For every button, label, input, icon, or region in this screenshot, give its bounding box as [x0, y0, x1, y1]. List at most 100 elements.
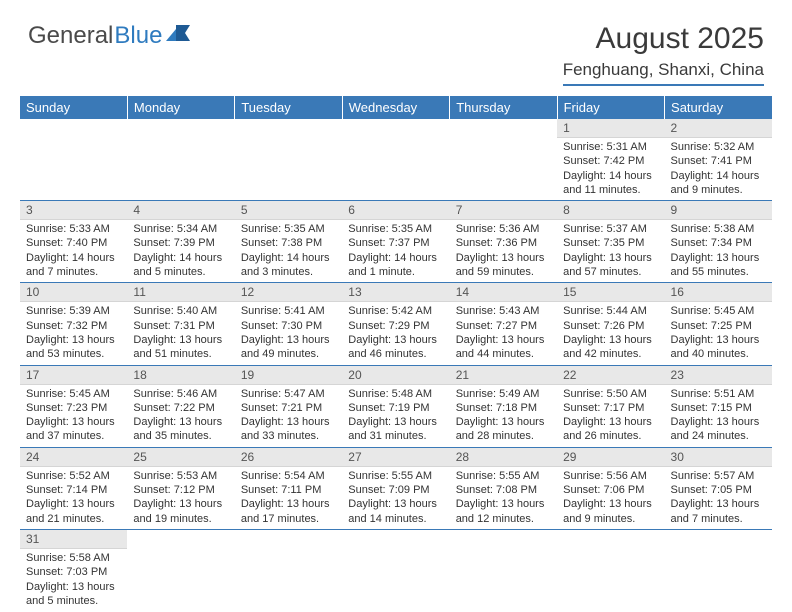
daylight-text: Daylight: 13 hours and 9 minutes.: [563, 497, 658, 526]
sunset-text: Sunset: 7:19 PM: [348, 401, 443, 415]
day-number: 23: [665, 366, 772, 385]
day-number: 1: [557, 119, 664, 138]
day-number: 22: [557, 366, 664, 385]
day-details: Sunrise: 5:34 AMSunset: 7:39 PMDaylight:…: [127, 220, 234, 282]
day-cell: 19Sunrise: 5:47 AMSunset: 7:21 PMDayligh…: [235, 365, 342, 447]
daylight-text: Daylight: 13 hours and 44 minutes.: [456, 333, 551, 362]
day-details: Sunrise: 5:55 AMSunset: 7:09 PMDaylight:…: [342, 467, 449, 529]
daylight-text: Daylight: 13 hours and 55 minutes.: [671, 251, 766, 280]
daylight-text: Daylight: 14 hours and 5 minutes.: [133, 251, 228, 280]
sunrise-text: Sunrise: 5:39 AM: [26, 304, 121, 318]
sunrise-text: Sunrise: 5:58 AM: [26, 551, 121, 565]
day-details: Sunrise: 5:35 AMSunset: 7:38 PMDaylight:…: [235, 220, 342, 282]
day-details: Sunrise: 5:42 AMSunset: 7:29 PMDaylight:…: [342, 302, 449, 364]
sunset-text: Sunset: 7:34 PM: [671, 236, 766, 250]
daylight-text: Daylight: 14 hours and 3 minutes.: [241, 251, 336, 280]
sunrise-text: Sunrise: 5:35 AM: [348, 222, 443, 236]
sunset-text: Sunset: 7:39 PM: [133, 236, 228, 250]
day-details: Sunrise: 5:57 AMSunset: 7:05 PMDaylight:…: [665, 467, 772, 529]
day-number: 3: [20, 201, 127, 220]
sunrise-text: Sunrise: 5:44 AM: [563, 304, 658, 318]
sunset-text: Sunset: 7:05 PM: [671, 483, 766, 497]
sunset-text: Sunset: 7:36 PM: [456, 236, 551, 250]
day-cell: 29Sunrise: 5:56 AMSunset: 7:06 PMDayligh…: [557, 447, 664, 529]
sunset-text: Sunset: 7:12 PM: [133, 483, 228, 497]
sunset-text: Sunset: 7:15 PM: [671, 401, 766, 415]
sunset-text: Sunset: 7:03 PM: [26, 565, 121, 579]
day-details: Sunrise: 5:40 AMSunset: 7:31 PMDaylight:…: [127, 302, 234, 364]
day-cell: 7Sunrise: 5:36 AMSunset: 7:36 PMDaylight…: [450, 201, 557, 283]
daylight-text: Daylight: 14 hours and 1 minute.: [348, 251, 443, 280]
day-details: Sunrise: 5:54 AMSunset: 7:11 PMDaylight:…: [235, 467, 342, 529]
day-cell: 20Sunrise: 5:48 AMSunset: 7:19 PMDayligh…: [342, 365, 449, 447]
sunrise-text: Sunrise: 5:55 AM: [348, 469, 443, 483]
week-row: 1Sunrise: 5:31 AMSunset: 7:42 PMDaylight…: [20, 119, 772, 201]
title-block: August 2025 Fenghuang, Shanxi, China: [563, 22, 764, 86]
day-number: 19: [235, 366, 342, 385]
sunrise-text: Sunrise: 5:57 AM: [671, 469, 766, 483]
sunrise-text: Sunrise: 5:48 AM: [348, 387, 443, 401]
daylight-text: Daylight: 13 hours and 37 minutes.: [26, 415, 121, 444]
day-cell: 28Sunrise: 5:55 AMSunset: 7:08 PMDayligh…: [450, 447, 557, 529]
sunset-text: Sunset: 7:22 PM: [133, 401, 228, 415]
sunset-text: Sunset: 7:18 PM: [456, 401, 551, 415]
day-details: Sunrise: 5:53 AMSunset: 7:12 PMDaylight:…: [127, 467, 234, 529]
daylight-text: Daylight: 14 hours and 7 minutes.: [26, 251, 121, 280]
daylight-text: Daylight: 13 hours and 7 minutes.: [671, 497, 766, 526]
day-number: 7: [450, 201, 557, 220]
day-details: Sunrise: 5:50 AMSunset: 7:17 PMDaylight:…: [557, 385, 664, 447]
daylight-text: Daylight: 13 hours and 51 minutes.: [133, 333, 228, 362]
daylight-text: Daylight: 13 hours and 12 minutes.: [456, 497, 551, 526]
day-header: Sunday: [20, 96, 127, 119]
day-cell: 31Sunrise: 5:58 AMSunset: 7:03 PMDayligh…: [20, 529, 127, 611]
day-header: Tuesday: [235, 96, 342, 119]
day-cell: 1Sunrise: 5:31 AMSunset: 7:42 PMDaylight…: [557, 119, 664, 201]
day-number: 8: [557, 201, 664, 220]
sunset-text: Sunset: 7:14 PM: [26, 483, 121, 497]
day-cell: 25Sunrise: 5:53 AMSunset: 7:12 PMDayligh…: [127, 447, 234, 529]
day-cell: 24Sunrise: 5:52 AMSunset: 7:14 PMDayligh…: [20, 447, 127, 529]
sunset-text: Sunset: 7:09 PM: [348, 483, 443, 497]
day-number: 15: [557, 283, 664, 302]
day-details: Sunrise: 5:47 AMSunset: 7:21 PMDaylight:…: [235, 385, 342, 447]
sunset-text: Sunset: 7:29 PM: [348, 319, 443, 333]
logo-text-general: General: [28, 22, 113, 50]
logo: General Blue: [28, 22, 194, 50]
day-cell: 13Sunrise: 5:42 AMSunset: 7:29 PMDayligh…: [342, 283, 449, 365]
daylight-text: Daylight: 13 hours and 31 minutes.: [348, 415, 443, 444]
sunset-text: Sunset: 7:30 PM: [241, 319, 336, 333]
day-cell: 23Sunrise: 5:51 AMSunset: 7:15 PMDayligh…: [665, 365, 772, 447]
day-cell: [342, 529, 449, 611]
sunset-text: Sunset: 7:37 PM: [348, 236, 443, 250]
day-cell: 9Sunrise: 5:38 AMSunset: 7:34 PMDaylight…: [665, 201, 772, 283]
day-number: 13: [342, 283, 449, 302]
day-details: Sunrise: 5:49 AMSunset: 7:18 PMDaylight:…: [450, 385, 557, 447]
sunset-text: Sunset: 7:40 PM: [26, 236, 121, 250]
sunrise-text: Sunrise: 5:32 AM: [671, 140, 766, 154]
day-cell: 26Sunrise: 5:54 AMSunset: 7:11 PMDayligh…: [235, 447, 342, 529]
day-number: 29: [557, 448, 664, 467]
day-cell: [342, 119, 449, 201]
day-number: 4: [127, 201, 234, 220]
sunset-text: Sunset: 7:23 PM: [26, 401, 121, 415]
week-row: 17Sunrise: 5:45 AMSunset: 7:23 PMDayligh…: [20, 365, 772, 447]
day-cell: [235, 119, 342, 201]
day-number: 17: [20, 366, 127, 385]
sunrise-text: Sunrise: 5:43 AM: [456, 304, 551, 318]
sunrise-text: Sunrise: 5:47 AM: [241, 387, 336, 401]
day-header: Friday: [557, 96, 664, 119]
sunset-text: Sunset: 7:11 PM: [241, 483, 336, 497]
day-number: 21: [450, 366, 557, 385]
week-row: 24Sunrise: 5:52 AMSunset: 7:14 PMDayligh…: [20, 447, 772, 529]
daylight-text: Daylight: 13 hours and 49 minutes.: [241, 333, 336, 362]
day-cell: 15Sunrise: 5:44 AMSunset: 7:26 PMDayligh…: [557, 283, 664, 365]
daylight-text: Daylight: 13 hours and 40 minutes.: [671, 333, 766, 362]
calendar-table: SundayMondayTuesdayWednesdayThursdayFrid…: [20, 96, 772, 611]
day-cell: [665, 529, 772, 611]
sunrise-text: Sunrise: 5:54 AM: [241, 469, 336, 483]
day-cell: 11Sunrise: 5:40 AMSunset: 7:31 PMDayligh…: [127, 283, 234, 365]
day-details: Sunrise: 5:48 AMSunset: 7:19 PMDaylight:…: [342, 385, 449, 447]
day-number: 6: [342, 201, 449, 220]
day-cell: 12Sunrise: 5:41 AMSunset: 7:30 PMDayligh…: [235, 283, 342, 365]
sunrise-text: Sunrise: 5:52 AM: [26, 469, 121, 483]
